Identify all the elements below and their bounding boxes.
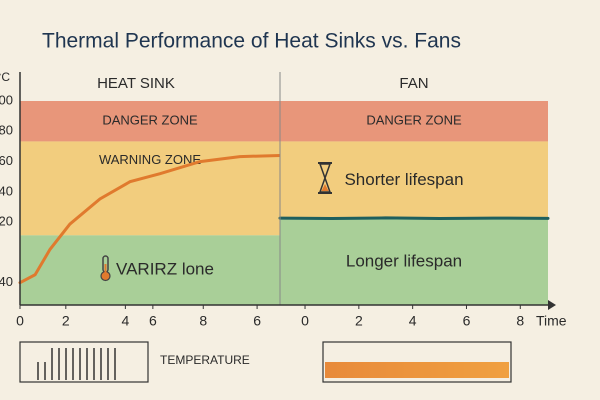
zone-band: [20, 235, 280, 305]
plots: DANGER ZONE WARNING ZONE VARIRZ lone HEAT S…: [0, 70, 567, 329]
x-axis-label: Time: [536, 313, 567, 329]
chart-title: Thermal Performance of Heat Sinks vs. Fa…: [42, 30, 461, 53]
legend-swatch: [325, 362, 509, 378]
panel-title: HEAT SINK: [97, 75, 175, 92]
x-tick-label: 4: [409, 313, 417, 329]
y-axis-label: °C: [0, 70, 10, 84]
x-axis-arrow: [548, 300, 556, 310]
data-line: [18, 154, 282, 285]
x-tick-label: 6: [463, 313, 471, 329]
zone-label: WARNING ZONE: [99, 152, 201, 167]
legend-label: TEMPERATURE: [160, 353, 250, 367]
y-tick-label: 20: [0, 214, 13, 229]
y-tick-label: 60: [0, 153, 13, 168]
zone-label: VARIRZ lone: [116, 260, 214, 279]
x-tick-label: 6: [253, 313, 261, 329]
hourglass-icon: [318, 162, 332, 194]
x-tick-label: 4: [121, 313, 129, 329]
x-tick-label: 0: [301, 313, 309, 329]
x-tick-label: 2: [62, 313, 70, 329]
x-tick-label: 2: [355, 313, 363, 329]
legend-swatch: [37, 348, 116, 380]
y-tick-label: 40: [0, 183, 13, 198]
x-tick-label: 8: [199, 313, 207, 329]
zone-band: [280, 219, 548, 305]
zone-label: DANGER ZONE: [366, 113, 462, 128]
x-tick-label: 8: [516, 313, 524, 329]
zone-band: [280, 101, 548, 142]
y-tick-label: 80: [0, 123, 13, 138]
thermometer-icon: [100, 255, 111, 282]
zone-label: Longer lifespan: [346, 252, 462, 271]
panel-title: FAN: [399, 75, 428, 92]
y-tick-label: 00: [0, 92, 13, 107]
zone-label: DANGER ZONE: [102, 113, 198, 128]
data-line: [278, 216, 550, 221]
zone-label: Shorter lifespan: [344, 170, 463, 189]
legend-box: [322, 341, 512, 383]
legend-box: [19, 341, 149, 383]
x-tick-label: 6: [149, 313, 157, 329]
x-tick-label: 0: [16, 313, 24, 329]
zone-band: [20, 101, 280, 142]
y-tick-label: 40: [0, 274, 13, 289]
